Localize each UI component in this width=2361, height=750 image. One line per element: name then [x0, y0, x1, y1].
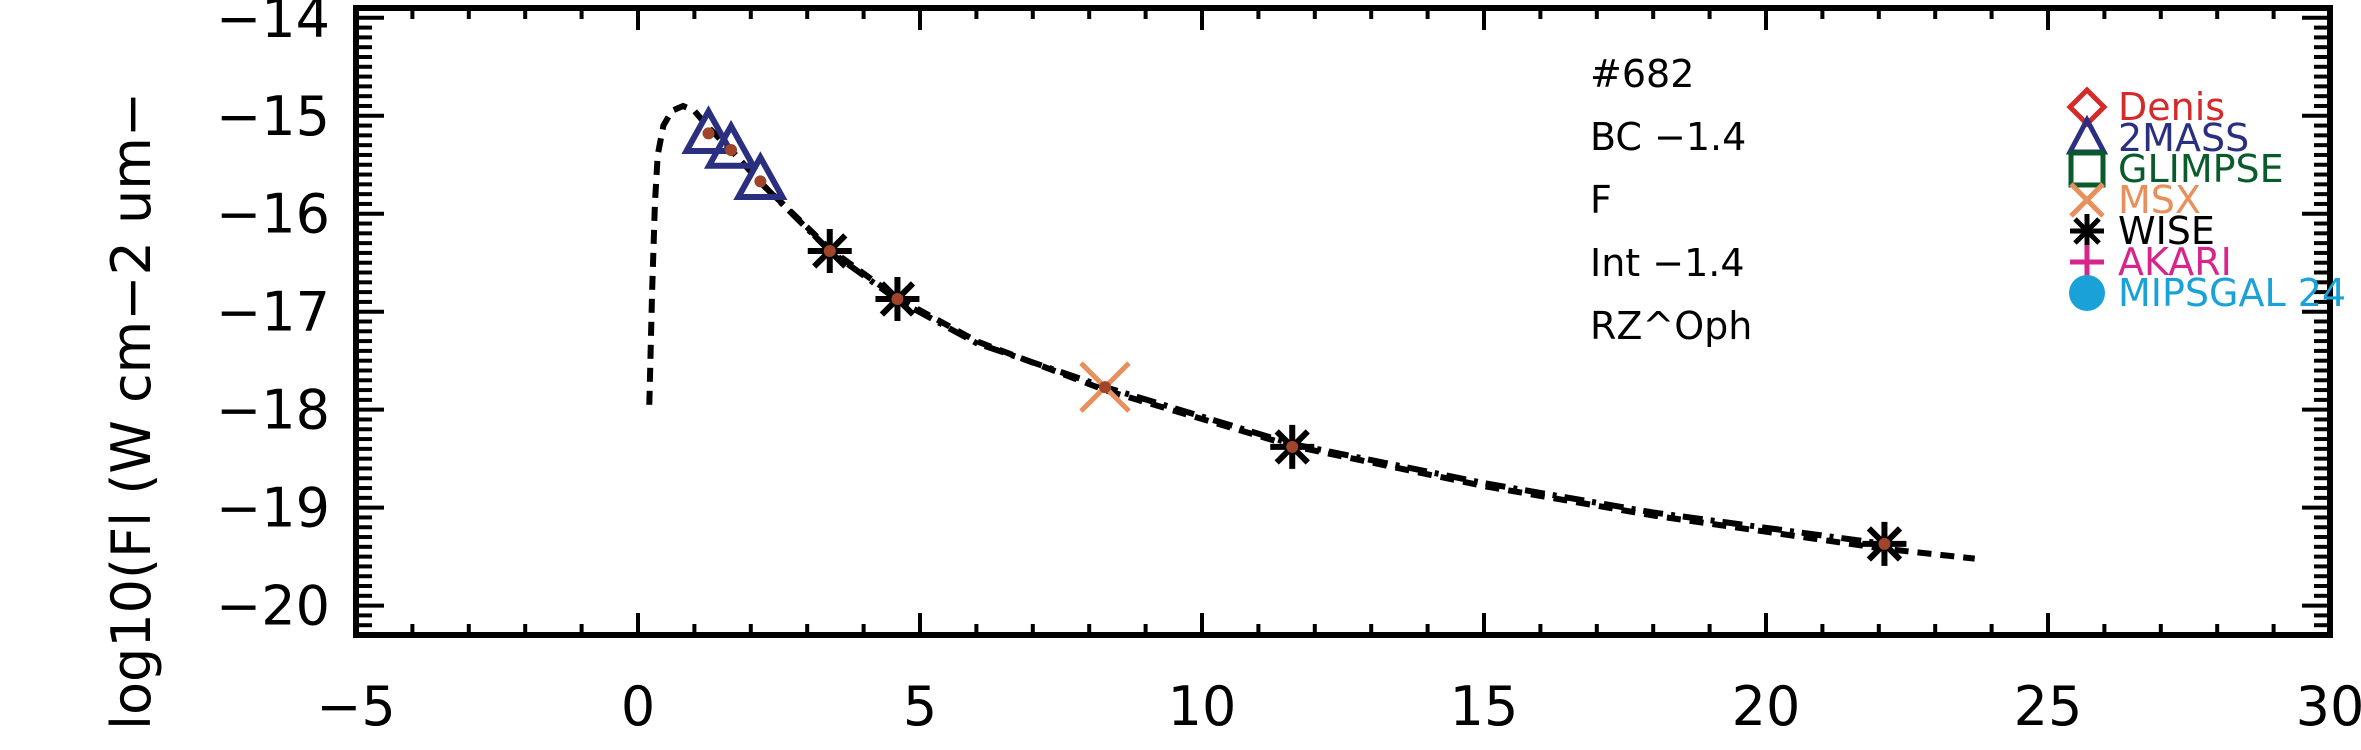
square-icon: [2068, 150, 2106, 188]
legend-label: AKARI: [2118, 240, 2232, 284]
photometry-point: [823, 244, 836, 257]
legend-label: MIPSGAL 24: [2118, 271, 2346, 315]
triangle-icon: [2065, 114, 2109, 155]
asterisk-icon: [2070, 214, 2104, 248]
annotation-int: Int −1.4: [1590, 241, 1745, 285]
circle-icon: [2069, 275, 2105, 311]
x-tick-label: 0: [621, 675, 655, 738]
y-tick-label: −17: [216, 281, 330, 344]
annotations: #682 BC −1.4 F Int −1.4 RZ^Oph: [1590, 52, 1752, 348]
annotation-bc: BC −1.4: [1590, 115, 1746, 159]
annotation-class: F: [1590, 178, 1612, 222]
legend-item: AKARI: [2070, 240, 2232, 284]
x-tick-label: 25: [2014, 675, 2083, 738]
photometry-point: [1286, 440, 1299, 453]
plus-icon: [2070, 245, 2104, 279]
legend-label: Denis: [2118, 85, 2225, 129]
y-tick-label: −18: [216, 379, 330, 442]
data-points: [681, 105, 1907, 566]
x-tick-label: −5: [316, 675, 396, 738]
legend-item: Denis: [2066, 85, 2225, 129]
legend-item: WISE: [2070, 209, 2215, 253]
x-tick-label: 10: [1168, 675, 1237, 738]
photometry-point: [891, 292, 904, 305]
x-tick-label: 5: [903, 675, 937, 738]
y-tick-label: −20: [216, 575, 330, 638]
legend-item: GLIMPSE: [2068, 147, 2284, 191]
legend-item: MSX: [2069, 178, 2201, 222]
plot-frame: [353, 5, 2333, 638]
y-axis-label: log10(Fl (W cm−2 um−: [100, 92, 163, 730]
legend-item: MIPSGAL 24: [2069, 271, 2346, 315]
x-tick-label: 15: [1450, 675, 1519, 738]
x-stroke: [2069, 182, 2105, 218]
axis-ticks: [354, 6, 2332, 637]
photometry-point: [754, 175, 767, 188]
x-tick-label: 30: [2296, 675, 2361, 738]
x-tick-label: 20: [1732, 675, 1801, 738]
photometry-point: [1878, 537, 1891, 550]
legend-label: MSX: [2118, 178, 2201, 222]
2mass-point: [703, 119, 759, 169]
annotation-id: #682: [1590, 52, 1694, 96]
y-tick-label: −15: [216, 85, 330, 148]
axis-tick-labels: −5 0 5 10 15 20 25 30 −20 −19 −18 −17 −16 −15 −14: [216, 0, 2361, 738]
photometry-point: [725, 144, 738, 157]
model-curves: [646, 102, 1976, 562]
2mass-point: [733, 151, 788, 201]
annotation-star-name: RZ^Oph: [1590, 304, 1752, 348]
asterisk-stroke: [2073, 217, 2101, 245]
x-icon: [2069, 182, 2105, 218]
model-curve-dashed: [646, 102, 1976, 562]
legend-label: GLIMPSE: [2118, 147, 2284, 191]
y-tick-label: −14: [216, 0, 330, 50]
2mass-point: [681, 105, 736, 154]
y-tick-label: −16: [216, 183, 330, 246]
model-curve-dashdot: [758, 180, 1885, 547]
photometry-point: [702, 127, 715, 140]
legend-label: WISE: [2118, 209, 2215, 253]
y-axis-title: log10(Fl (W cm−2 um−: [100, 92, 163, 730]
legend-label: 2MASS: [2118, 116, 2249, 160]
y-tick-label: −19: [216, 477, 330, 540]
photometry-point: [1098, 381, 1111, 394]
